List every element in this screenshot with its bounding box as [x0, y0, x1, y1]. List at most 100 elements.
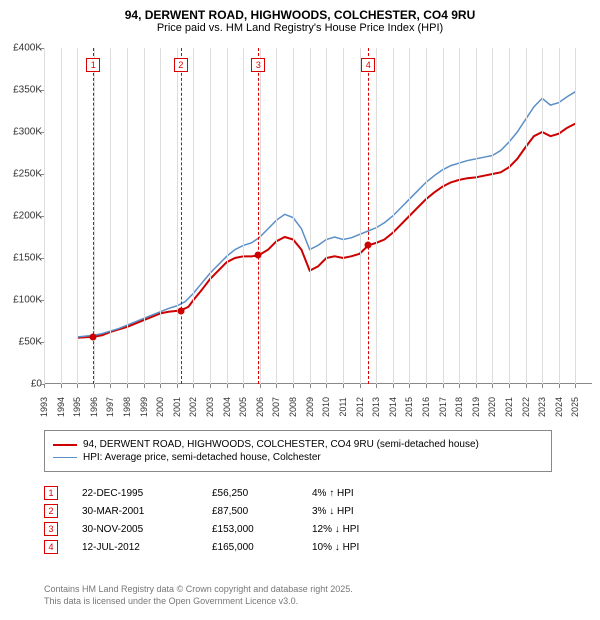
x-tick-label: 2011	[338, 397, 348, 416]
event-vertical-line	[181, 48, 182, 384]
x-tick-mark	[210, 384, 211, 388]
x-gridline	[293, 48, 294, 384]
x-gridline	[144, 48, 145, 384]
event-row: 330-NOV-2005£153,00012% ↓ HPI	[44, 522, 392, 536]
event-marker-box: 2	[174, 58, 188, 72]
x-gridline	[227, 48, 228, 384]
x-gridline	[243, 48, 244, 384]
y-tick-label: £250K	[13, 169, 42, 180]
x-tick-mark	[227, 384, 228, 388]
y-tick-label: £400K	[13, 43, 42, 54]
x-tick-mark	[492, 384, 493, 388]
event-row-delta: 12% ↓ HPI	[312, 524, 392, 535]
x-tick-label: 1994	[56, 397, 66, 417]
x-gridline	[77, 48, 78, 384]
chart-area: £0£50K£100K£150K£200K£250K£300K£350K£400…	[0, 44, 600, 424]
x-tick-mark	[44, 384, 45, 388]
x-tick-label: 2003	[205, 397, 215, 417]
event-row-price: £56,250	[212, 488, 312, 499]
sale-point-dot	[255, 252, 262, 259]
y-tick-label: £50K	[19, 337, 42, 348]
sale-point-dot	[177, 307, 184, 314]
events-table: 122-DEC-1995£56,2504% ↑ HPI 230-MAR-2001£…	[44, 482, 392, 558]
x-tick-mark	[360, 384, 361, 388]
y-tick-label: £150K	[13, 253, 42, 264]
legend-label: 94, DERWENT ROAD, HIGHWOODS, COLCHESTER,…	[83, 439, 479, 450]
x-tick-label: 1997	[105, 397, 115, 417]
x-tick-mark	[376, 384, 377, 388]
x-gridline	[409, 48, 410, 384]
event-row-date: 30-NOV-2005	[82, 524, 212, 535]
x-tick-mark	[542, 384, 543, 388]
x-tick-label: 2004	[222, 397, 232, 417]
x-tick-mark	[276, 384, 277, 388]
x-gridline	[276, 48, 277, 384]
x-tick-label: 2014	[388, 397, 398, 417]
sale-point-dot	[365, 242, 372, 249]
y-tick-label: £200K	[13, 211, 42, 222]
footer-line-2: This data is licensed under the Open Gov…	[44, 596, 353, 608]
x-tick-mark	[110, 384, 111, 388]
event-row-delta: 10% ↓ HPI	[312, 542, 392, 553]
x-gridline	[127, 48, 128, 384]
x-tick-label: 2020	[487, 397, 497, 417]
x-gridline	[559, 48, 560, 384]
x-tick-mark	[243, 384, 244, 388]
x-tick-label: 2023	[537, 397, 547, 417]
event-vertical-line	[368, 48, 369, 384]
x-tick-label: 2001	[172, 397, 182, 417]
x-gridline	[310, 48, 311, 384]
x-tick-mark	[526, 384, 527, 388]
legend: 94, DERWENT ROAD, HIGHWOODS, COLCHESTER,…	[44, 430, 552, 472]
event-row: 122-DEC-1995£56,2504% ↑ HPI	[44, 486, 392, 500]
chart-subtitle: Price paid vs. HM Land Registry's House …	[0, 22, 600, 34]
event-row-price: £165,000	[212, 542, 312, 553]
y-tick-label: £300K	[13, 127, 42, 138]
x-tick-label: 2022	[521, 397, 531, 417]
x-gridline	[343, 48, 344, 384]
event-row-price: £153,000	[212, 524, 312, 535]
x-tick-mark	[476, 384, 477, 388]
x-tick-label: 1996	[89, 397, 99, 417]
x-tick-mark	[459, 384, 460, 388]
x-tick-mark	[94, 384, 95, 388]
x-gridline	[260, 48, 261, 384]
x-tick-label: 2025	[570, 397, 580, 417]
event-row: 230-MAR-2001£87,5003% ↓ HPI	[44, 504, 392, 518]
x-tick-mark	[310, 384, 311, 388]
event-row-date: 12-JUL-2012	[82, 542, 212, 553]
x-tick-mark	[77, 384, 78, 388]
x-tick-label: 1993	[39, 397, 49, 417]
x-tick-label: 2006	[255, 397, 265, 417]
legend-swatch	[53, 444, 77, 446]
event-row-date: 30-MAR-2001	[82, 506, 212, 517]
x-tick-label: 2017	[438, 397, 448, 417]
x-tick-label: 2009	[305, 397, 315, 417]
x-tick-label: 2000	[155, 397, 165, 417]
x-tick-mark	[61, 384, 62, 388]
x-tick-label: 2018	[454, 397, 464, 417]
x-tick-label: 2021	[504, 397, 514, 417]
x-tick-label: 2010	[321, 397, 331, 417]
x-gridline	[210, 48, 211, 384]
x-gridline	[509, 48, 510, 384]
x-tick-mark	[559, 384, 560, 388]
x-tick-mark	[160, 384, 161, 388]
chart-title: 94, DERWENT ROAD, HIGHWOODS, COLCHESTER,…	[0, 0, 600, 22]
x-gridline	[459, 48, 460, 384]
event-vertical-line	[258, 48, 259, 384]
event-row-delta: 4% ↑ HPI	[312, 488, 392, 499]
legend-item: 94, DERWENT ROAD, HIGHWOODS, COLCHESTER,…	[53, 439, 543, 450]
x-tick-mark	[293, 384, 294, 388]
x-tick-mark	[575, 384, 576, 388]
x-gridline	[443, 48, 444, 384]
x-gridline	[575, 48, 576, 384]
legend-item: HPI: Average price, semi-detached house,…	[53, 452, 543, 463]
x-gridline	[393, 48, 394, 384]
event-row-delta: 3% ↓ HPI	[312, 506, 392, 517]
x-tick-label: 1998	[122, 397, 132, 417]
x-tick-label: 2013	[371, 397, 381, 417]
x-tick-label: 1999	[139, 397, 149, 417]
x-gridline	[492, 48, 493, 384]
x-tick-mark	[443, 384, 444, 388]
